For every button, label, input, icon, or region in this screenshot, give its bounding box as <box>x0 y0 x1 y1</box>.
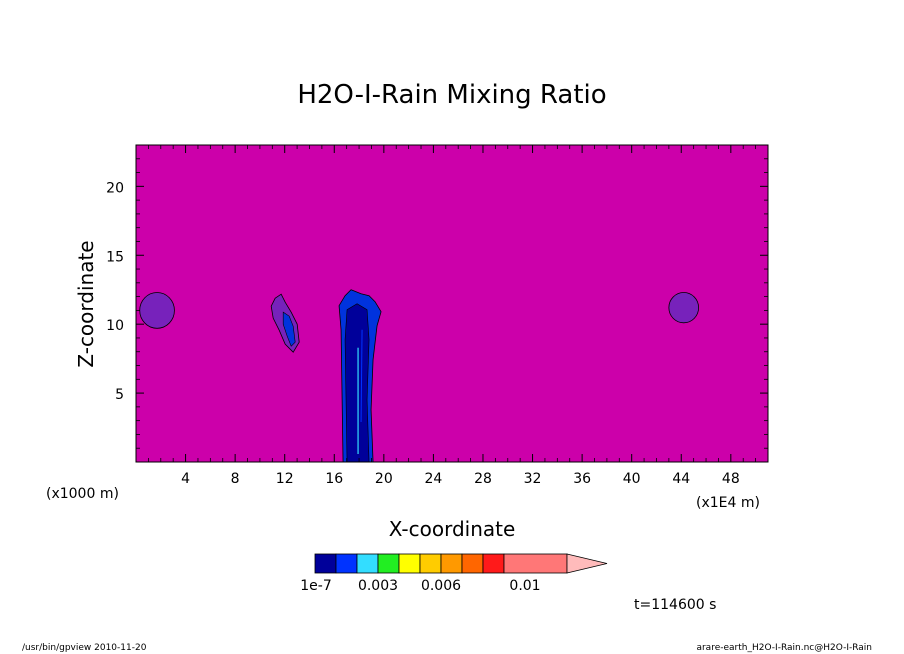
x-tick-label: 16 <box>325 471 343 487</box>
y-tick-label: 5 <box>115 387 124 403</box>
y-axis-label: Z-coordinate <box>74 240 98 367</box>
x-tick-label: 44 <box>672 471 690 487</box>
colorbar-label: 0.003 <box>358 578 398 594</box>
colorbar-label: 0.006 <box>421 578 461 594</box>
y-axis: 5 10 15 20 <box>106 158 768 449</box>
x-axis: 4 8 12 16 20 24 28 32 36 40 44 48 <box>147 145 757 487</box>
x-tick-label: 8 <box>231 471 240 487</box>
main-column-core <box>344 303 370 463</box>
x-tick-label: 36 <box>573 471 591 487</box>
colorbar-segment <box>398 553 421 574</box>
time-stamp: t=114600 s <box>634 597 716 613</box>
x-tick-label: 48 <box>722 471 740 487</box>
left-edge-cell <box>139 292 175 329</box>
x-tick-label: 32 <box>524 471 542 487</box>
colorbar-segment <box>440 553 463 574</box>
chart-title: H2O-I-Rain Mixing Ratio <box>297 80 606 110</box>
colorbar-segment <box>335 553 358 574</box>
footer-left: /usr/bin/gpview 2010-11-20 <box>22 643 147 653</box>
colorbar-segment <box>482 553 505 574</box>
y-tick-label: 10 <box>106 318 124 334</box>
colorbar-label: 1e-7 <box>300 578 331 594</box>
x-tick-label: 40 <box>623 471 641 487</box>
colorbar-extension <box>566 553 608 574</box>
colorbar-segment <box>503 553 568 574</box>
small-cloud-core <box>282 311 296 347</box>
main-column-streak-2 <box>360 329 363 423</box>
colorbar-segment <box>314 553 337 574</box>
x-unit-label: (x1E4 m) <box>696 495 760 511</box>
colorbar: 1e-7 0.003 0.006 0.01 <box>300 553 608 594</box>
plot-background <box>136 145 768 462</box>
y-tick-label: 20 <box>106 180 124 196</box>
plot-frame <box>135 144 769 463</box>
rain-features <box>139 289 700 463</box>
x-tick-label: 20 <box>375 471 393 487</box>
x-tick-label: 28 <box>474 471 492 487</box>
x-tick-label: 24 <box>424 471 442 487</box>
x-axis-label: X-coordinate <box>389 517 516 541</box>
colorbar-segment <box>461 553 484 574</box>
plot-area <box>135 144 769 463</box>
right-cell <box>668 292 700 324</box>
y-tick-label: 15 <box>106 249 124 265</box>
x-tick-label: 4 <box>181 471 190 487</box>
x-tick-label: 12 <box>276 471 294 487</box>
colorbar-segment <box>377 553 400 574</box>
colorbar-segment <box>356 553 379 574</box>
y-unit-label: (x1000 m) <box>46 486 119 502</box>
footer-right: arare-earth_H2O-I-Rain.nc@H2O-I-Rain <box>696 643 872 653</box>
colorbar-label: 0.01 <box>509 578 540 594</box>
colorbar-segment <box>419 553 442 574</box>
